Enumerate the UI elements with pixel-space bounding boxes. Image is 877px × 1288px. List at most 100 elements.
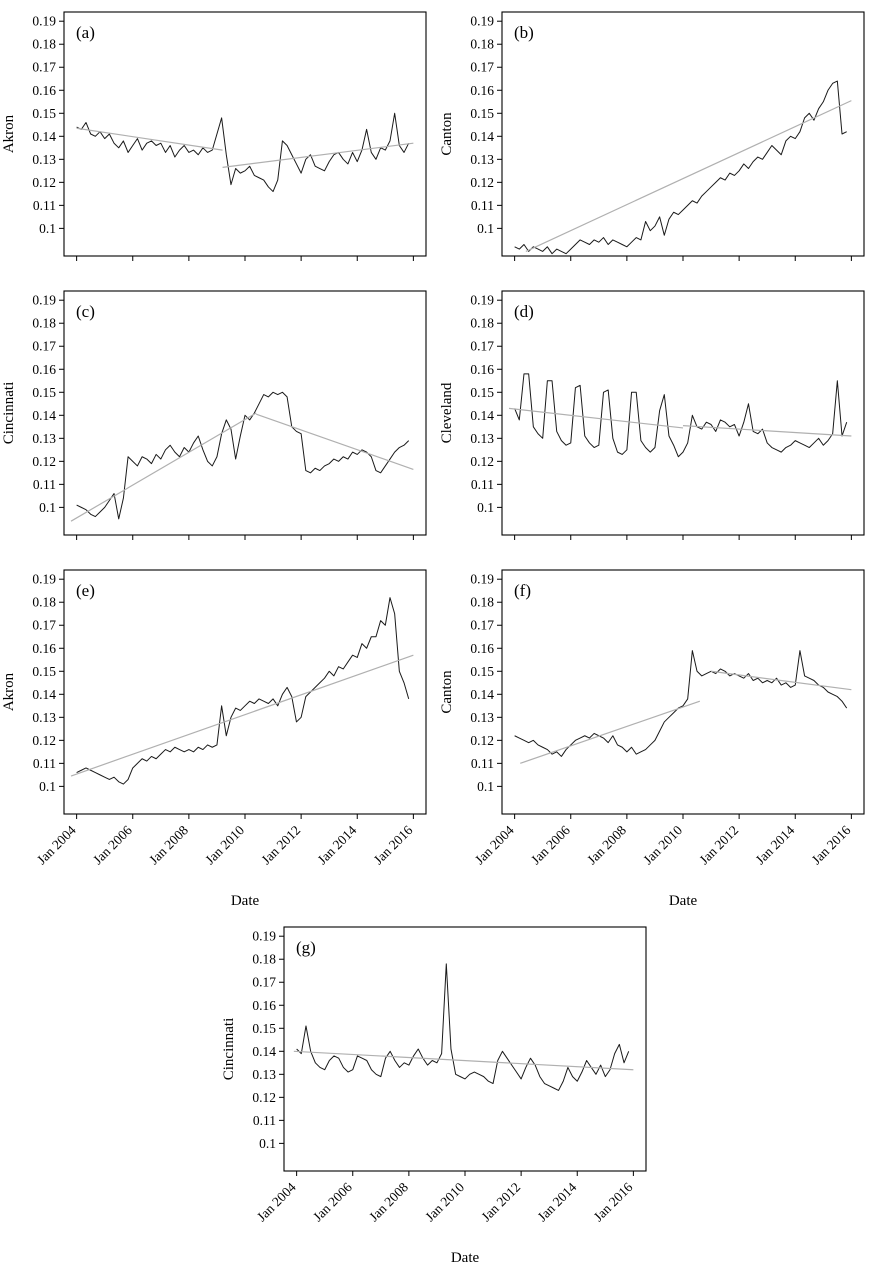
plot-border — [63, 569, 427, 815]
y-tick-label: 0.13 — [32, 710, 56, 725]
y-tick-label: 0.11 — [33, 756, 56, 771]
y-tick-label: 0.1 — [39, 500, 56, 515]
y-tick-label: 0.17 — [470, 60, 494, 75]
trend-line — [256, 413, 414, 470]
y-tick-label: 0.19 — [32, 572, 56, 587]
x-tick-label: Jan 2004 — [34, 822, 79, 867]
y-tick-label: 0.15 — [32, 106, 56, 121]
y-axis-title: Akron — [1, 672, 17, 711]
panel-label: (g) — [296, 938, 316, 957]
y-tick-label: 0.14 — [470, 408, 494, 423]
x-tick-label: Jan 2010 — [202, 822, 247, 867]
y-tick-label: 0.17 — [32, 618, 56, 633]
y-tick-label: 0.18 — [32, 316, 56, 331]
series-line — [76, 597, 410, 785]
y-tick-label: 0.19 — [470, 572, 494, 587]
y-tick-label: 0.14 — [32, 687, 56, 702]
y-tick-label: 0.1 — [477, 779, 494, 794]
y-tick-label: 0.16 — [470, 362, 494, 377]
y-tick-label: 0.1 — [39, 221, 56, 236]
series-line — [514, 373, 848, 458]
x-tick-label: Jan 2012 — [696, 823, 741, 868]
y-tick-label: 0.14 — [32, 408, 56, 423]
x-tick-label: Jan 2008 — [366, 1179, 411, 1224]
plot-border — [501, 11, 865, 257]
y-tick-label: 0.17 — [470, 618, 494, 633]
y-tick-label: 0.12 — [470, 175, 494, 190]
y-tick-label: 0.16 — [470, 83, 494, 98]
y-tick-label: 0.13 — [32, 431, 56, 446]
y-tick-label: 0.19 — [470, 14, 494, 29]
trend-line — [293, 1050, 633, 1071]
y-tick-label: 0.17 — [470, 339, 494, 354]
y-tick-label: 0.13 — [32, 152, 56, 167]
x-tick-label: Jan 2010 — [640, 822, 685, 867]
y-tick-label: 0.12 — [470, 733, 494, 748]
y-tick-label: 0.12 — [252, 1090, 276, 1105]
y-tick-label: 0.18 — [32, 37, 56, 52]
y-tick-label: 0.15 — [470, 106, 494, 121]
y-axis-title: Cincinnati — [1, 382, 17, 445]
y-tick-label: 0.11 — [471, 198, 494, 213]
y-tick-label: 0.12 — [32, 733, 56, 748]
y-axis-title: Akron — [1, 114, 17, 153]
panel-label: (e) — [76, 581, 95, 600]
x-tick-label: Jan 2012 — [478, 1180, 523, 1225]
panel-label: (b) — [514, 23, 534, 42]
series-line — [295, 963, 629, 1091]
y-tick-label: 0.16 — [32, 641, 56, 656]
x-tick-label: Jan 2014 — [315, 822, 360, 867]
x-tick-label: Jan 2006 — [90, 822, 135, 867]
y-tick-label: 0.18 — [470, 37, 494, 52]
y-tick-label: 0.18 — [32, 595, 56, 610]
trend-line — [525, 100, 852, 252]
y-tick-label: 0.14 — [32, 129, 56, 144]
y-tick-label: 0.11 — [33, 477, 56, 492]
y-axis-title: Canton — [439, 112, 455, 156]
panel-label: (d) — [514, 302, 534, 321]
y-tick-label: 0.11 — [252, 1113, 275, 1128]
y-tick-label: 0.18 — [252, 952, 276, 967]
panel-label: (f) — [514, 581, 531, 600]
y-tick-label: 0.17 — [32, 60, 56, 75]
x-tick-label: Jan 2008 — [146, 822, 191, 867]
x-axis-title: Date — [450, 1250, 479, 1266]
series-line — [76, 391, 410, 520]
y-tick-label: 0.14 — [470, 129, 494, 144]
y-tick-label: 0.1 — [477, 500, 494, 515]
x-tick-label: Jan 2010 — [422, 1179, 467, 1224]
x-axis-title: Date — [669, 893, 698, 909]
y-tick-label: 0.11 — [33, 198, 56, 213]
y-tick-label: 0.15 — [252, 1021, 276, 1036]
y-tick-label: 0.19 — [470, 293, 494, 308]
y-tick-label: 0.13 — [470, 710, 494, 725]
chart-akron-a: 0.19 0.18 0.17 0.16 0.15 0.14 0.13 0.12 0.11 0.1 A… — [1, 11, 427, 261]
panel-label: (a) — [76, 23, 95, 42]
x-tick-label: Jan 2006 — [310, 1179, 355, 1224]
panel-g: 0.19 0.18 0.17 0.16 0.15 0.14 0.13 0.12 0.11 0.1 J… — [220, 919, 658, 1274]
chart-akron-e: 0.19 0.18 0.17 0.16 0.15 0.14 0.13 0.12 0.11 0.1 J… — [1, 569, 427, 909]
y-axis-title: Cleveland — [439, 382, 455, 443]
y-tick-label: 0.1 — [477, 221, 494, 236]
trend-line — [520, 700, 701, 764]
trend-line — [682, 425, 852, 437]
y-tick-label: 0.16 — [32, 83, 56, 98]
x-tick-label: Jan 2008 — [584, 822, 629, 867]
chart-cincinnati-c: 0.19 0.18 0.17 0.16 0.15 0.14 0.13 0.12 0.11 0.1 C… — [1, 290, 427, 540]
y-tick-label: 0.16 — [252, 998, 276, 1013]
x-tick-label: Jan 2014 — [753, 822, 798, 867]
y-axis-title: Cincinnati — [221, 1018, 237, 1081]
trend-line — [222, 142, 414, 168]
chart-cleveland-d: 0.19 0.18 0.17 0.16 0.15 0.14 0.13 0.12 0.11 0.1 C… — [439, 290, 865, 540]
x-tick-label: Jan 2006 — [528, 822, 573, 867]
x-tick-label: Jan 2004 — [253, 1179, 298, 1224]
panel-grid: 0.19 0.18 0.17 0.16 0.15 0.14 0.13 0.12 0.11 0.1 A… — [0, 4, 877, 917]
trend-line — [710, 670, 852, 691]
y-tick-label: 0.19 — [32, 293, 56, 308]
panel-label: (c) — [76, 302, 95, 321]
y-tick-label: 0.13 — [252, 1067, 276, 1082]
series-line — [514, 650, 848, 757]
y-tick-label: 0.13 — [470, 152, 494, 167]
y-tick-label: 0.16 — [32, 362, 56, 377]
